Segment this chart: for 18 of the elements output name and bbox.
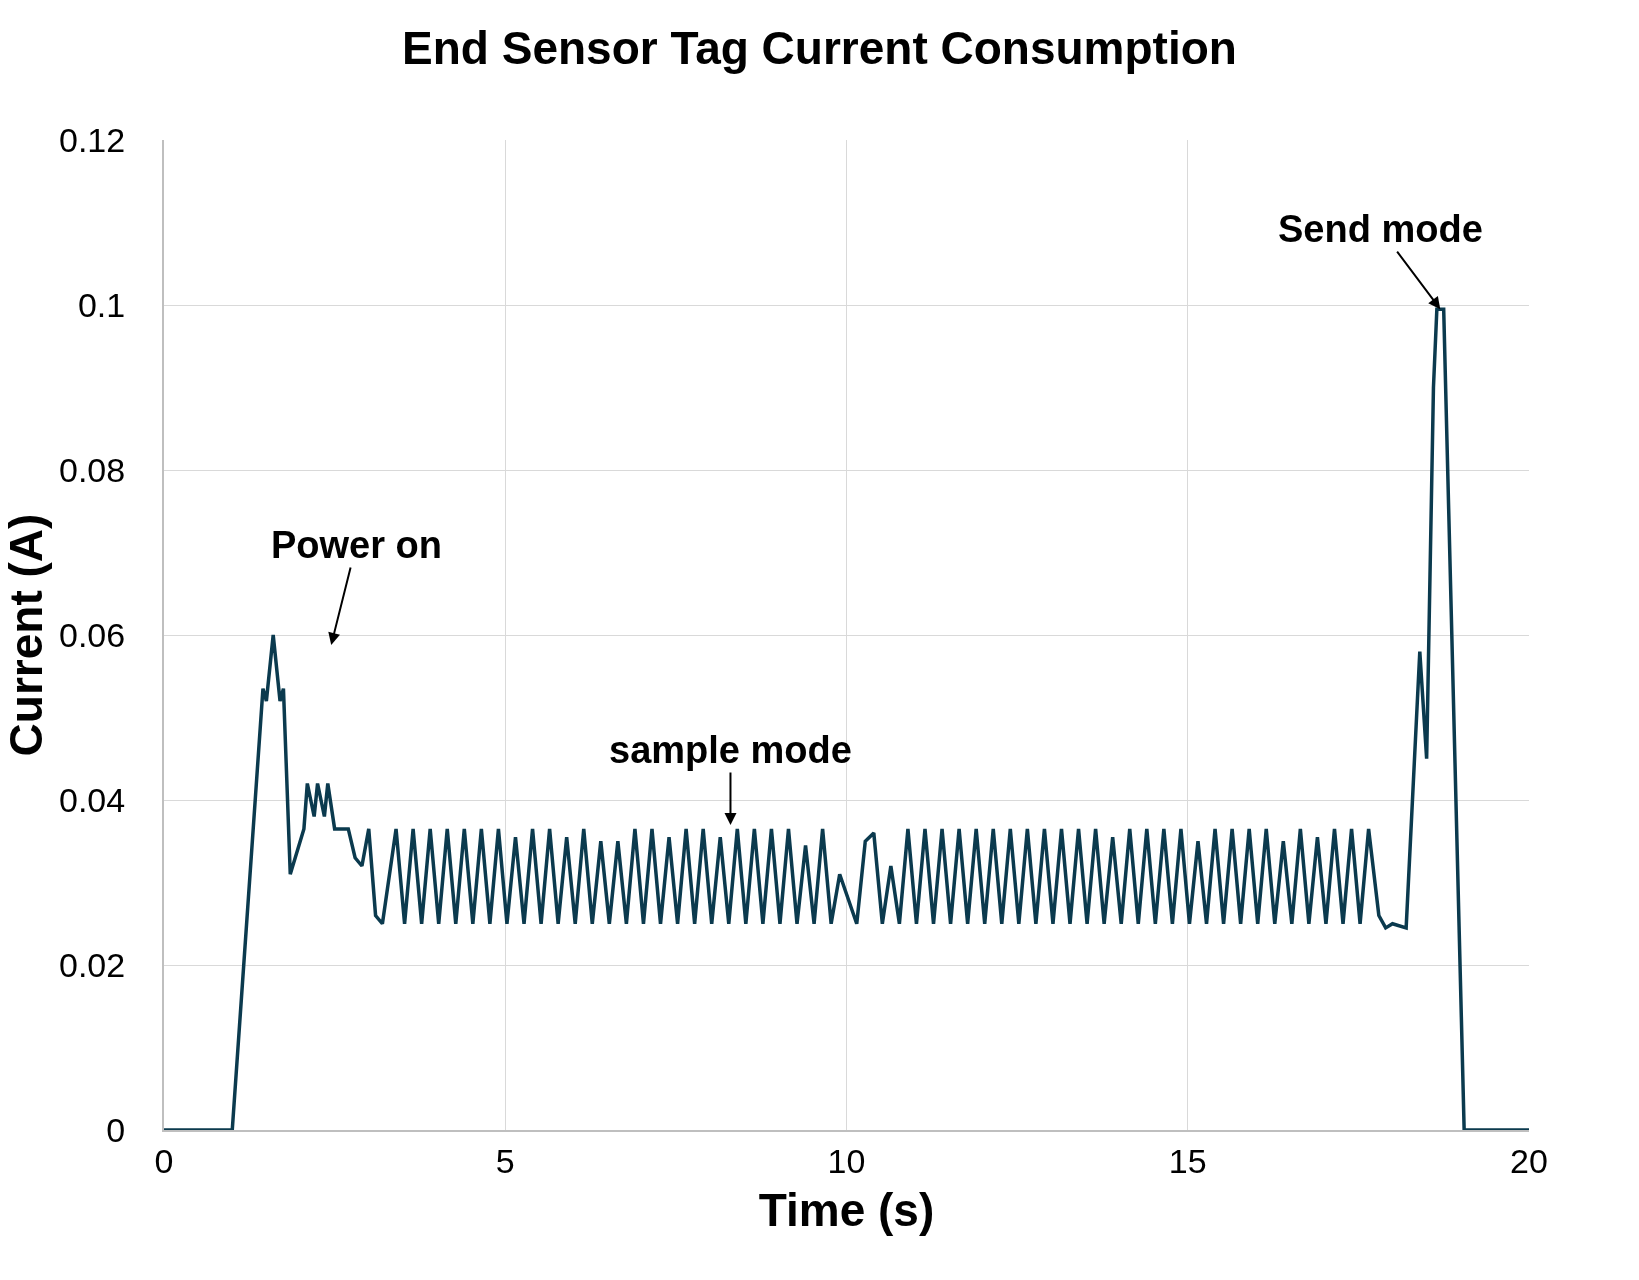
chart-title: End Sensor Tag Current Consumption xyxy=(402,22,1237,75)
y-tick-label: 0 xyxy=(106,1110,126,1149)
y-tick-label: 0.08 xyxy=(59,450,126,489)
x-tick-label: 0 xyxy=(154,1141,174,1180)
y-axis-title: Current (A) xyxy=(0,513,52,757)
y-tick-label: 0.06 xyxy=(59,615,126,654)
y-tick-label: 0.04 xyxy=(59,780,126,819)
y-tick-label: 0.1 xyxy=(77,285,126,324)
x-tick-label: 15 xyxy=(1168,1141,1207,1180)
y-tick-label: 0.12 xyxy=(59,120,126,159)
x-axis-title: Time (s) xyxy=(758,1184,935,1236)
annotation: Send mode xyxy=(1278,208,1483,250)
x-tick-label: 20 xyxy=(1510,1141,1548,1180)
annotation: Power on xyxy=(271,524,443,566)
x-tick-label: 5 xyxy=(495,1141,515,1180)
x-tick-label: 10 xyxy=(827,1141,866,1180)
annotation: sample mode xyxy=(609,729,852,771)
y-tick-label: 0.02 xyxy=(59,945,126,984)
